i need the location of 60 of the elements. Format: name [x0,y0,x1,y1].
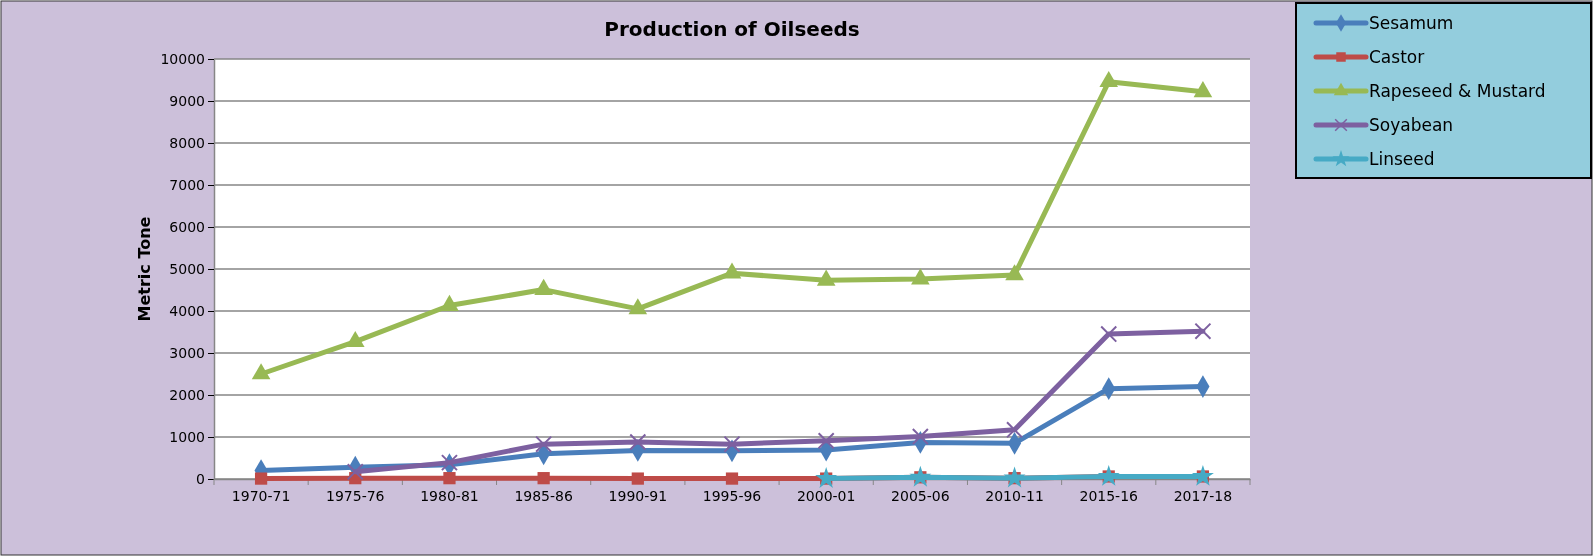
y-tick-label: 5000 [169,260,205,277]
point [345,330,365,348]
point [1003,466,1026,488]
y-tick-label: 4000 [169,302,205,319]
point [628,298,648,315]
y-tick-label: 6000 [169,218,205,235]
x-tick-label: 2015-16 [1079,487,1139,504]
y-tick-label: 8000 [169,134,205,151]
point [816,269,836,286]
x-tick-label: 1970-71 [231,487,291,504]
y-axis-title: Metric Tone [135,216,154,322]
legend-label: Sesamum [1369,13,1454,33]
point [909,465,932,487]
point [346,463,364,481]
point [1006,421,1024,439]
x-tick-label: 1980-81 [420,487,479,504]
x-tick-label: 2005-06 [891,487,950,504]
point [723,435,741,453]
x-tick-label: 1985-86 [514,487,573,504]
x-tick-label: 2017-18 [1173,487,1233,504]
chart-title: Production of Oilseeds [604,17,860,41]
point [443,472,456,485]
point [629,433,647,451]
point [631,472,644,485]
point [254,472,268,485]
x-tick-label: 1975-76 [326,487,385,504]
point [1193,81,1213,98]
point [722,262,742,279]
legend-label: Soyabean [1369,115,1454,135]
point [1097,464,1120,486]
y-tick-label: 1000 [169,428,205,445]
y-tick-label: 10000 [160,50,205,67]
point [911,268,930,285]
x-tick-label: 2000-01 [796,487,856,504]
point [440,294,459,311]
legend-label: Linseed [1369,149,1435,169]
x-tick-label: 1990-91 [608,487,668,504]
y-tick-label: 9000 [169,92,205,109]
point [815,467,838,488]
y-tick-label: 7000 [169,176,205,193]
point [911,428,929,446]
point [535,435,553,453]
point [1191,464,1214,486]
y-tick-label: 2000 [169,386,205,403]
legend-label: Rapeseed & Mustard [1369,81,1546,101]
x-tick-label: 2010-11 [985,487,1044,504]
y-tick-label: 3000 [169,344,205,361]
point [1100,325,1118,343]
point [817,432,835,450]
point [1005,264,1024,281]
point [440,454,458,472]
x-tick-label: 1995-96 [702,487,762,504]
y-tick-label: 0 [196,470,205,487]
point [537,472,550,485]
point [1099,70,1119,88]
point [1194,322,1212,340]
point [251,363,271,380]
point [725,472,739,485]
legend-label: Castor [1369,47,1425,67]
point [534,278,553,295]
